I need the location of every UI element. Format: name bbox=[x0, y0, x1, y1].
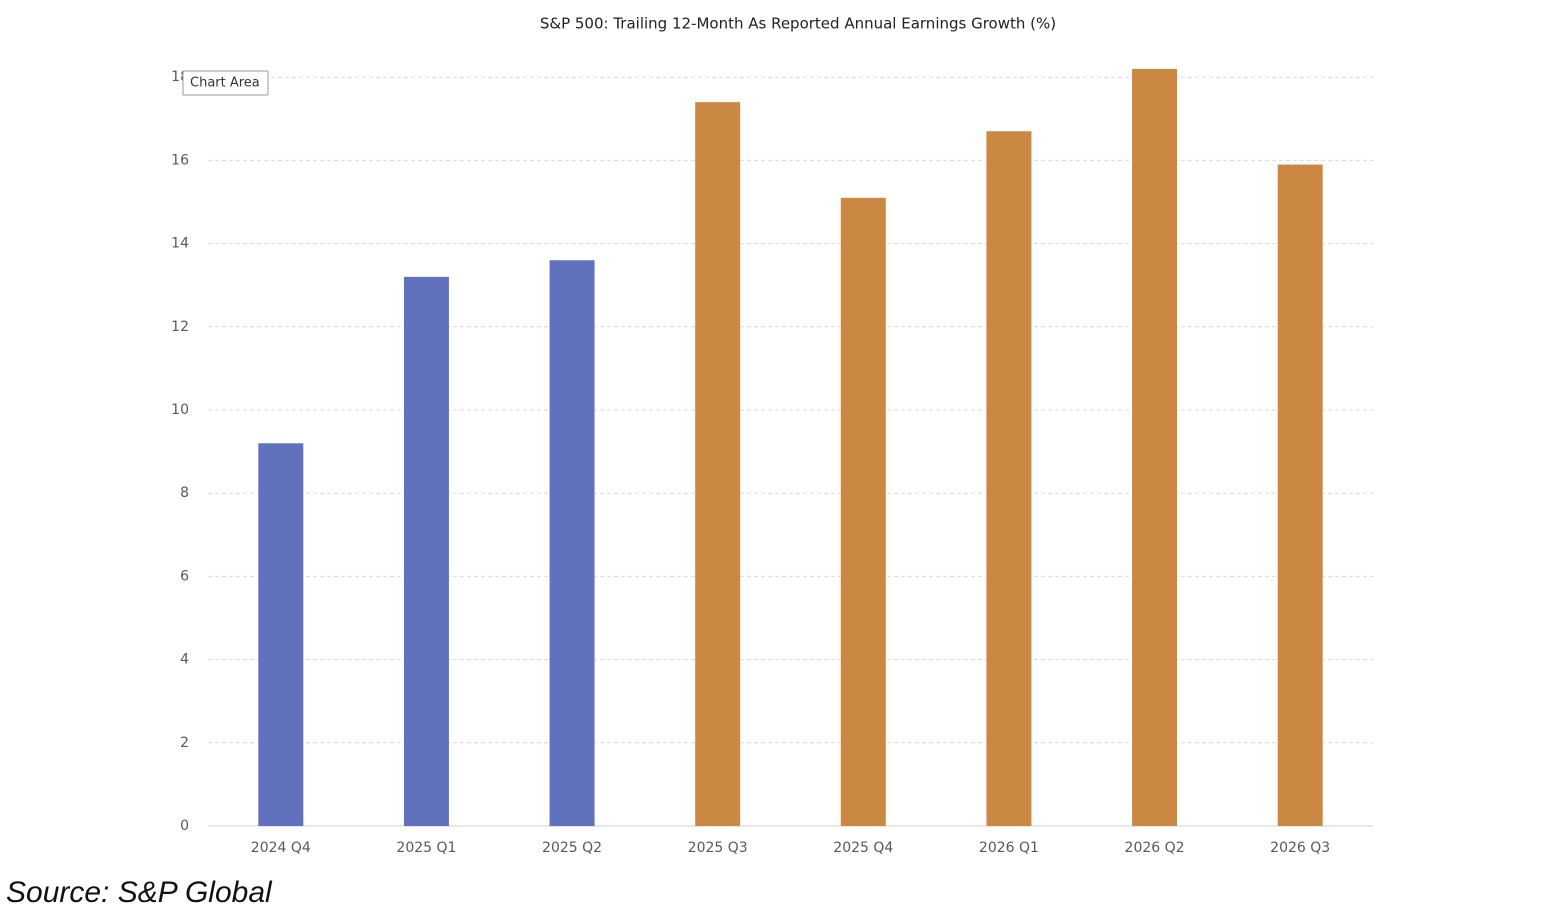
source: Source: S&P Global bbox=[6, 876, 273, 909]
y-tick-label: 0 bbox=[180, 818, 189, 834]
y-tick-label: 12 bbox=[171, 319, 189, 335]
bar bbox=[549, 260, 595, 826]
bar bbox=[1277, 164, 1323, 826]
bar bbox=[986, 131, 1032, 826]
y-tick-label: 6 bbox=[180, 568, 189, 584]
bar bbox=[695, 102, 741, 826]
x-tick-label: 2026 Q3 bbox=[1270, 840, 1330, 856]
x-tick-label: 2025 Q3 bbox=[688, 840, 748, 856]
y-tick-label: 4 bbox=[180, 652, 189, 668]
x-tick-label: 2026 Q2 bbox=[1125, 840, 1185, 856]
bar bbox=[1132, 68, 1178, 826]
x-tick-label: 2024 Q4 bbox=[251, 840, 311, 856]
bar bbox=[258, 443, 304, 826]
y-tick-label: 10 bbox=[171, 402, 189, 418]
y-tick-label: 14 bbox=[171, 236, 189, 252]
x-tick-label: 2025 Q4 bbox=[833, 840, 893, 856]
bar bbox=[403, 276, 449, 826]
x-tick-label: 2026 Q1 bbox=[979, 840, 1039, 856]
y-tick-label: 16 bbox=[171, 152, 189, 168]
y-tick-label: 2 bbox=[180, 735, 189, 751]
x-tick-label: 2025 Q2 bbox=[542, 840, 602, 856]
tooltip: Chart Area bbox=[190, 76, 260, 91]
x-tick-label: 2025 Q1 bbox=[396, 840, 456, 856]
bar bbox=[840, 197, 886, 827]
chart-title: S&P 500: Trailing 12-Month As Reported A… bbox=[540, 15, 1056, 33]
tooltip-box bbox=[182, 70, 269, 96]
y-tick-label: 8 bbox=[180, 485, 189, 501]
